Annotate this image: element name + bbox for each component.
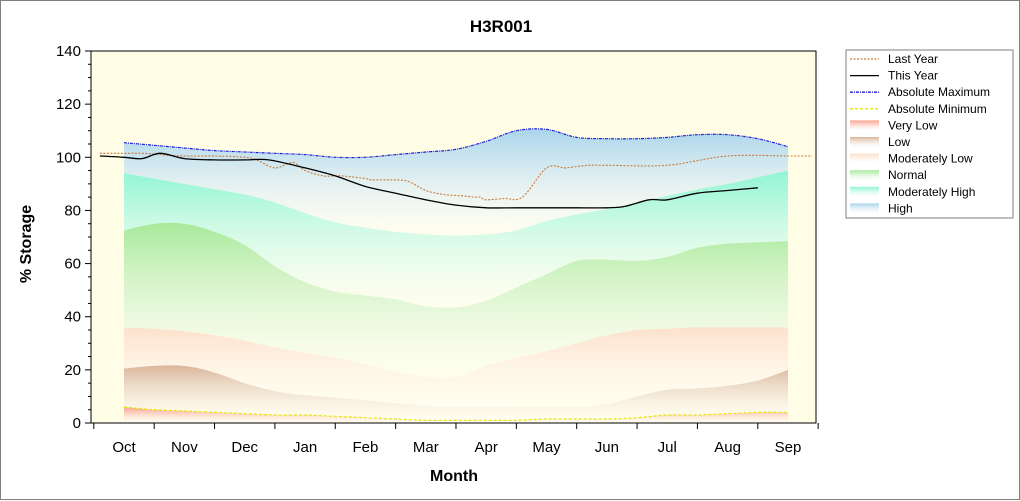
lines-layer [99, 128, 813, 422]
y-axis: 0 20 40 60 80 100 120 140 [56, 43, 91, 432]
legend-swatch [850, 186, 879, 197]
legend-label: Normal [888, 168, 927, 182]
x-tick-label: Jan [293, 439, 317, 456]
legend-label: Very Low [888, 118, 938, 132]
legend-label: High [888, 201, 913, 215]
y-tick-label: 20 [64, 362, 81, 379]
legend-label: Absolute Maximum [888, 85, 990, 99]
bands-layer [124, 128, 788, 423]
band-moderately-high [124, 170, 788, 308]
absolute-minimum-line [123, 406, 789, 422]
x-tick-label: Sep [775, 439, 802, 456]
last-year-line [99, 152, 813, 201]
x-tick-label: Feb [353, 439, 379, 456]
legend-label: Last Year [888, 52, 938, 66]
x-tick-label: Aug [714, 439, 741, 456]
legend-label: Moderately High [888, 185, 975, 199]
chart-title: H3R001 [470, 17, 532, 36]
legend: Last Year This Year Absolute Maximum Absolu… [845, 49, 1014, 219]
legend-swatch [850, 153, 879, 164]
y-axis-label: % Storage [18, 205, 35, 283]
x-tick-label: Jun [595, 439, 619, 456]
x-tick-label: Mar [413, 439, 439, 456]
legend-label: Moderately Low [888, 152, 973, 166]
band-moderately-low [124, 327, 788, 408]
legend-swatch [850, 170, 879, 181]
legend-label: Absolute Minimum [888, 102, 987, 116]
legend-swatch [850, 203, 879, 214]
x-axis: Oct Nov Dec Jan Feb Mar Apr May Jun Jul Aug Sep [93, 423, 819, 456]
y-tick-label: 60 [64, 256, 81, 273]
y-tick-label: 0 [73, 415, 81, 432]
y-tick-label: 100 [56, 149, 81, 166]
y-tick-label: 80 [64, 202, 81, 219]
band-normal [124, 222, 788, 378]
y-tick-label: 140 [56, 43, 81, 60]
absolute-maximum-line [123, 128, 789, 159]
legend-swatch [850, 120, 879, 131]
x-tick-label: Nov [171, 439, 198, 456]
x-tick-label: Dec [231, 439, 258, 456]
x-tick-label: Apr [474, 439, 497, 456]
band-high [124, 128, 788, 236]
legend-swatch [850, 137, 879, 147]
legend-label: This Year [888, 69, 938, 83]
x-axis-label: Month [430, 468, 478, 485]
y-tick-label: 120 [56, 96, 81, 113]
x-tick-label: Oct [112, 439, 136, 456]
band-very-low [124, 407, 788, 423]
this-year-line [99, 152, 758, 209]
x-tick-label: Jul [658, 439, 677, 456]
y-tick-label: 40 [64, 309, 81, 326]
x-tick-label: May [532, 439, 561, 456]
legend-label: Low [888, 135, 910, 149]
band-low [124, 365, 788, 421]
